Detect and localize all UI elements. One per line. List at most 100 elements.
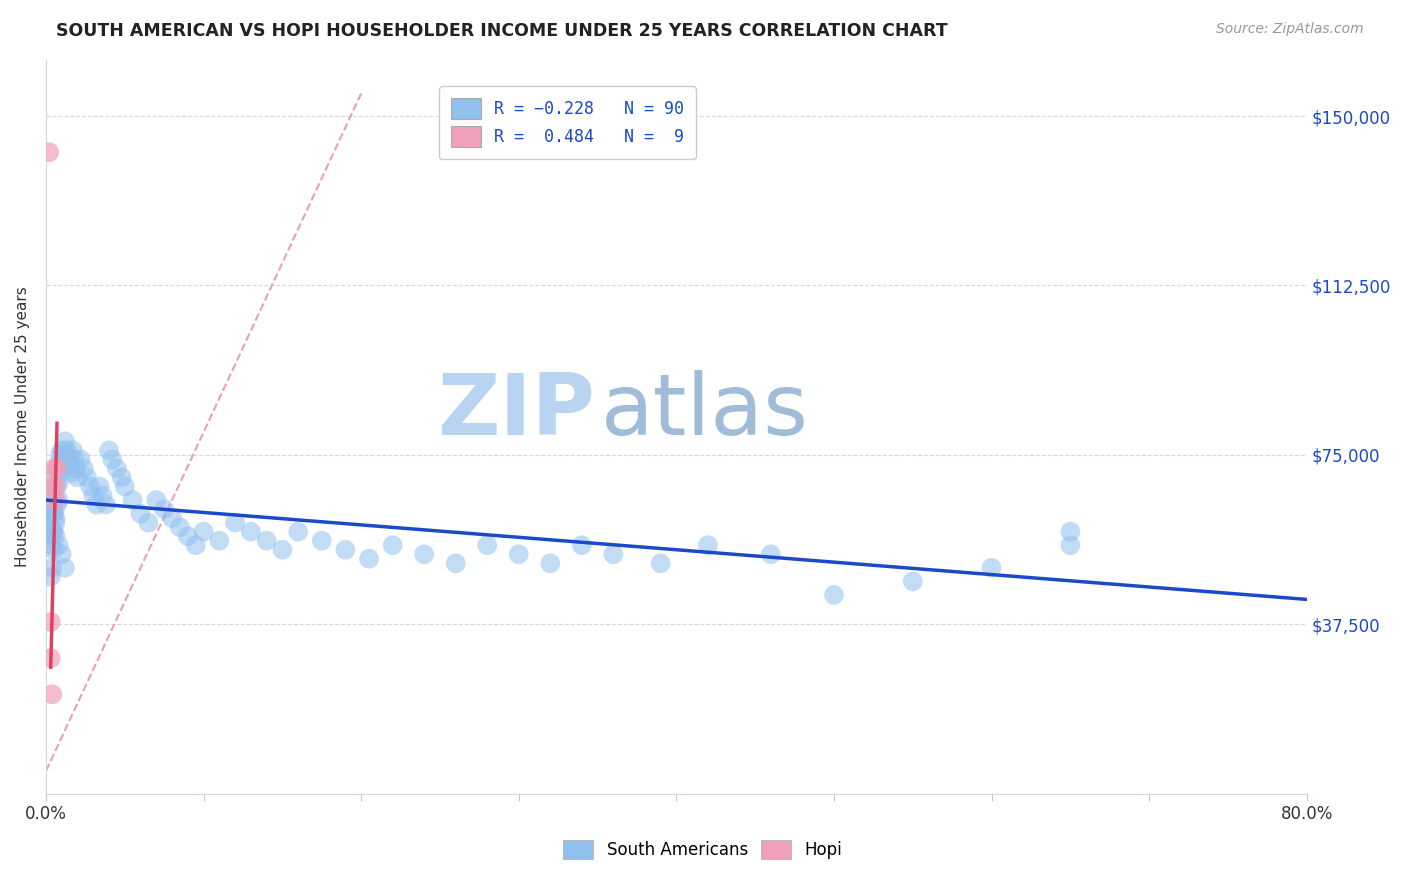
Point: [42, 461, 65, 475]
Point: [46, 461, 69, 475]
Point: [256, 533, 278, 548]
Point: [38, 145, 60, 160]
Point: [111, 470, 134, 484]
Point: [41, 561, 63, 575]
Point: [44, 511, 66, 525]
Point: [602, 547, 624, 561]
Point: [271, 542, 294, 557]
Point: [823, 588, 845, 602]
Point: [357, 551, 380, 566]
Point: [51, 443, 73, 458]
Point: [42, 542, 65, 557]
Point: [49, 448, 72, 462]
Point: [44, 493, 66, 508]
Point: [335, 542, 357, 557]
Point: [55, 443, 77, 458]
Point: [508, 547, 530, 561]
Point: [41, 502, 63, 516]
Point: [184, 538, 207, 552]
Point: [193, 524, 215, 539]
Point: [69, 452, 91, 467]
Point: [145, 493, 167, 508]
Point: [51, 547, 73, 561]
Point: [138, 516, 160, 530]
Point: [129, 507, 152, 521]
Point: [571, 538, 593, 552]
Text: Source: ZipAtlas.com: Source: ZipAtlas.com: [1216, 22, 1364, 37]
Point: [114, 479, 136, 493]
Point: [82, 489, 104, 503]
Point: [62, 443, 84, 458]
Point: [121, 493, 143, 508]
Point: [48, 538, 70, 552]
Legend: R = −0.228   N = 90, R =  0.484   N =  9: R = −0.228 N = 90, R = 0.484 N = 9: [439, 87, 696, 159]
Point: [39, 615, 62, 629]
Point: [63, 452, 86, 467]
Point: [46, 461, 69, 475]
Point: [53, 561, 76, 575]
Point: [901, 574, 924, 589]
Point: [41, 479, 63, 493]
Point: [160, 511, 183, 525]
Point: [44, 470, 66, 484]
Point: [105, 461, 128, 475]
Point: [311, 533, 333, 548]
Point: [73, 461, 96, 475]
Point: [101, 452, 124, 467]
Point: [44, 516, 66, 530]
Point: [46, 479, 69, 493]
Point: [208, 533, 231, 548]
Point: [42, 524, 65, 539]
Y-axis label: Householder Income Under 25 years: Householder Income Under 25 years: [15, 286, 30, 567]
Point: [49, 466, 72, 480]
Point: [153, 502, 176, 516]
Point: [65, 461, 87, 475]
Point: [94, 498, 117, 512]
Point: [66, 470, 89, 484]
Point: [477, 538, 499, 552]
Point: [413, 547, 436, 561]
Point: [41, 687, 63, 701]
Legend: South Americans, Hopi: South Americans, Hopi: [557, 833, 849, 866]
Point: [44, 479, 66, 493]
Point: [51, 461, 73, 475]
Point: [224, 516, 246, 530]
Point: [41, 524, 63, 539]
Point: [76, 470, 98, 484]
Point: [239, 524, 262, 539]
Point: [48, 475, 70, 489]
Point: [79, 479, 101, 493]
Point: [59, 457, 82, 471]
Text: ZIP: ZIP: [437, 370, 595, 453]
Point: [169, 520, 191, 534]
Point: [381, 538, 404, 552]
Point: [39, 651, 62, 665]
Point: [42, 483, 65, 498]
Point: [48, 493, 70, 508]
Point: [46, 498, 69, 512]
Point: [44, 529, 66, 543]
Point: [980, 561, 1002, 575]
Point: [60, 466, 83, 480]
Point: [53, 434, 76, 449]
Point: [42, 507, 65, 521]
Point: [1059, 524, 1081, 539]
Point: [39, 570, 62, 584]
Point: [538, 556, 561, 570]
Point: [1059, 538, 1081, 552]
Point: [98, 443, 121, 458]
Point: [696, 538, 718, 552]
Point: [287, 524, 309, 539]
Point: [650, 556, 672, 570]
Point: [48, 457, 70, 471]
Point: [52, 452, 75, 467]
Point: [41, 538, 63, 552]
Point: [44, 493, 66, 508]
Point: [759, 547, 782, 561]
Point: [39, 498, 62, 512]
Point: [39, 529, 62, 543]
Point: [38, 516, 60, 530]
Text: SOUTH AMERICAN VS HOPI HOUSEHOLDER INCOME UNDER 25 YEARS CORRELATION CHART: SOUTH AMERICAN VS HOPI HOUSEHOLDER INCOM…: [56, 22, 948, 40]
Point: [56, 448, 79, 462]
Point: [86, 498, 108, 512]
